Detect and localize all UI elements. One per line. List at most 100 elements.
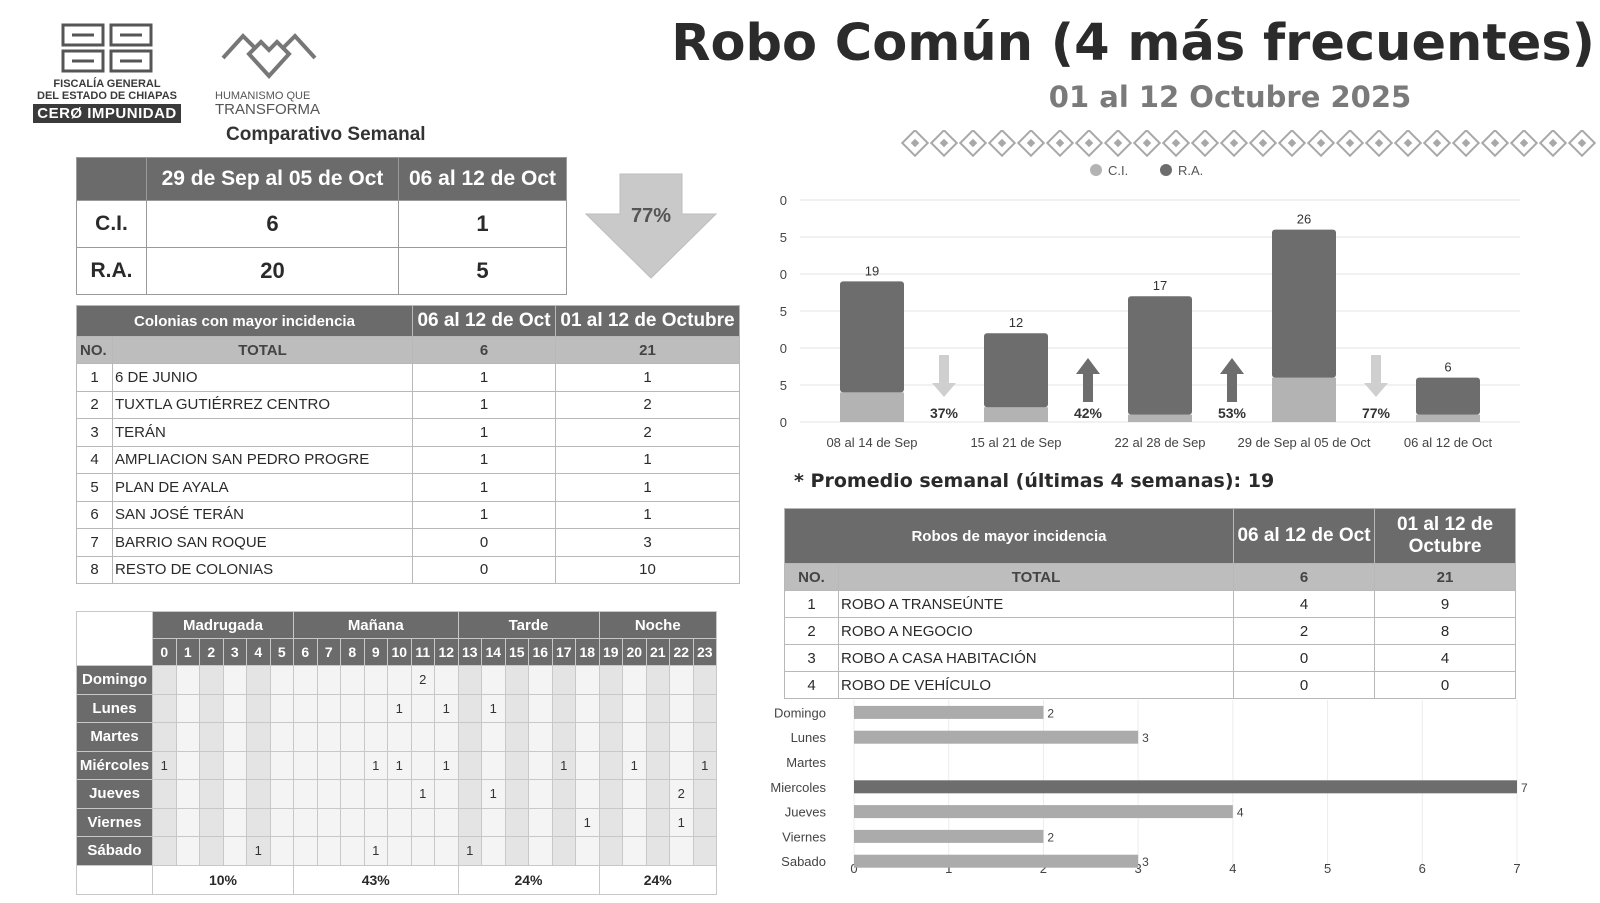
robos-no-label: NO. <box>784 563 839 591</box>
y-category-label: Domingo <box>774 705 826 720</box>
robos-col1: 06 al 12 de Oct <box>1233 508 1375 564</box>
decorative-diamond-icon <box>1335 130 1365 158</box>
colonias-cell-v1: 1 <box>412 473 556 502</box>
decorative-diamond-icon <box>1016 130 1046 158</box>
robos-cell-n: 3 <box>784 644 839 672</box>
heatmap-hour-label: 23 <box>692 638 717 666</box>
heatmap-cell <box>293 722 318 752</box>
heatmap-cell <box>504 722 529 752</box>
decorative-diamond-icon <box>1393 130 1423 158</box>
heatmap-hour-label: 15 <box>504 638 529 666</box>
heatmap-hour-label: 14 <box>481 638 506 666</box>
heatmap-day-label: Viernes <box>76 807 153 837</box>
x-tick-label: 3 <box>1135 861 1142 876</box>
colonias-cell-n: 6 <box>76 500 113 529</box>
comparativo-corner <box>76 157 147 201</box>
hbar <box>854 705 1044 719</box>
colonias-cell-name: TUXTLA GUTIÉRREZ CENTRO <box>112 390 413 419</box>
robos-cell-v2: 0 <box>1374 671 1516 699</box>
decorative-diamond-icon <box>1306 130 1336 158</box>
robos-row: 2 ROBO A NEGOCIO 2 8 <box>784 617 1516 645</box>
fiscalia-line1: FISCALÍA GENERAL <box>53 78 161 90</box>
heatmap-cell <box>175 836 200 866</box>
heatmap-cell <box>622 722 647 752</box>
colonias-cell-v1: 1 <box>412 363 556 392</box>
heatmap-cell <box>152 807 177 837</box>
robos-row: 3 ROBO A CASA HABITACIÓN 0 4 <box>784 644 1516 672</box>
heatmap-cell <box>504 665 529 695</box>
decorative-diamond-icon <box>929 130 959 158</box>
heatmap-cell <box>575 693 600 723</box>
heatmap-cell <box>481 836 506 866</box>
bar-total-label: 12 <box>1009 315 1023 330</box>
colonias-col2: 01 al 12 de Octubre <box>555 305 740 337</box>
colonias-cell-v1: 1 <box>412 500 556 529</box>
heatmap-cell <box>175 722 200 752</box>
heatmap-cell <box>434 665 459 695</box>
colonias-cell-name: PLAN DE AYALA <box>112 473 413 502</box>
robos-body: 1 ROBO A TRANSEÚNTE 4 9 2 ROBO A NEGOCIO 2 8 3 RO… <box>784 590 1516 699</box>
heatmap-row: Domingo 2 <box>76 665 717 695</box>
heatmap-day-label: Jueves <box>76 779 153 809</box>
humanismo-line1: HUMANISMO QUE <box>215 90 311 102</box>
heatmap-cell <box>152 779 177 809</box>
heatmap-cell <box>551 836 576 866</box>
heatmap-cell <box>622 779 647 809</box>
colonias-table: Colonias con mayor incidencia 06 al 12 d… <box>76 305 740 584</box>
heatmap-cell <box>340 807 365 837</box>
y-category-label: Jueves <box>785 805 827 820</box>
y-tick-label: 15 <box>780 304 787 319</box>
change-down-arrow-icon <box>1364 355 1388 397</box>
heatmap-row: Miércoles 1 1 1 1 1 1 1 <box>76 750 717 780</box>
heatmap-day-label: Sábado <box>76 836 153 866</box>
heatmap-day-label: Domingo <box>76 665 153 695</box>
robos-table: Robos de mayor incidencia 06 al 12 de Oc… <box>784 508 1516 699</box>
heatmap-cell <box>222 665 247 695</box>
colonias-cell-v2: 2 <box>555 418 740 447</box>
x-tick-label: 7 <box>1513 861 1520 876</box>
heatmap-cell: 1 <box>575 807 600 837</box>
decorative-diamond-icon <box>900 130 930 158</box>
heatmap-cell <box>199 665 224 695</box>
heatmap-cell <box>598 693 623 723</box>
heatmap-cell <box>669 750 694 780</box>
heatmap-cell <box>575 722 600 752</box>
heatmap-row: Viernes 1 1 <box>76 807 717 837</box>
weekly-stacked-bar-chart: 0 5 10 15 20 25 30 C.I. R.A. 19 08 al 14 de Sep 12 1… <box>780 163 1520 450</box>
robos-col2: 01 al 12 de Octubre <box>1374 508 1516 564</box>
bar-segment-ra <box>1128 296 1192 415</box>
comparativo-value: 1 <box>398 200 567 248</box>
heatmap-cell <box>246 750 271 780</box>
robos-row: 1 ROBO A TRANSEÚNTE 4 9 <box>784 590 1516 618</box>
heatmap-cell <box>481 807 506 837</box>
change-pct-label: 42% <box>1074 405 1103 421</box>
heatmap-cell <box>340 665 365 695</box>
heatmap-cell <box>481 722 506 752</box>
heatmap-cell <box>293 836 318 866</box>
colonias-cell-name: AMPLIACION SAN PEDRO PROGRE <box>112 445 413 474</box>
heatmap-cell <box>692 807 717 837</box>
robos-total1: 6 <box>1233 563 1375 591</box>
heatmap-cell <box>504 750 529 780</box>
bar-total-label: 26 <box>1297 212 1311 227</box>
heatmap-cell <box>175 807 200 837</box>
comparativo-label: Comparativo Semanal <box>226 124 426 145</box>
bar-total-label: 19 <box>865 263 879 278</box>
change-pct-label: 53% <box>1218 405 1247 421</box>
legend-swatch <box>1160 164 1172 176</box>
heatmap-row: Martes <box>76 722 717 752</box>
y-category-label: Miercoles <box>770 780 826 795</box>
heatmap-cell <box>269 807 294 837</box>
heatmap-cell <box>598 807 623 837</box>
heatmap-cell <box>551 665 576 695</box>
heatmap-cell <box>363 779 388 809</box>
bar-segment-ra <box>1416 377 1480 415</box>
robos-total-label: TOTAL <box>838 563 1234 591</box>
heatmap-cell <box>434 779 459 809</box>
heatmap-cell <box>152 665 177 695</box>
colonias-total1: 6 <box>412 336 556 364</box>
colonias-cell-v2: 1 <box>555 500 740 529</box>
heatmap-cell <box>269 836 294 866</box>
heatmap-cell <box>340 693 365 723</box>
colonias-header: Colonias con mayor incidencia <box>76 305 413 337</box>
